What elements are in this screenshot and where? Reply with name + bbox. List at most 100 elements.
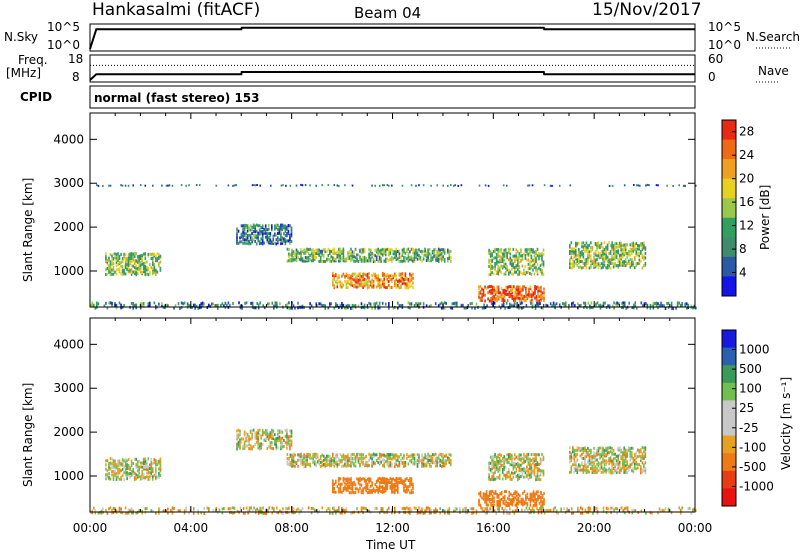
heatmap-cell bbox=[424, 456, 426, 460]
heatmap-cell bbox=[658, 507, 661, 511]
heatmap-cell bbox=[437, 257, 440, 261]
heatmap-cell bbox=[391, 280, 393, 284]
heatmap-cell bbox=[631, 244, 633, 248]
heatmap-cell bbox=[609, 459, 612, 462]
heatmap-cell bbox=[388, 481, 390, 484]
heatmap-cell bbox=[374, 506, 376, 510]
heatmap-cell bbox=[631, 248, 633, 251]
heatmap-cell bbox=[436, 250, 438, 254]
heatmap-cell bbox=[577, 302, 579, 306]
heatmap-cell bbox=[198, 304, 201, 308]
heatmap-cell bbox=[353, 482, 355, 486]
heatmap-cell bbox=[395, 463, 398, 467]
heatmap-cell bbox=[341, 251, 343, 255]
heatmap-cell bbox=[339, 511, 342, 515]
heatmap-cell bbox=[649, 304, 652, 308]
heatmap-cell bbox=[380, 490, 382, 494]
heatmap-cell bbox=[369, 453, 372, 457]
heatmap-cell bbox=[374, 304, 376, 308]
heatmap-cell bbox=[357, 456, 360, 460]
heatmap-cell bbox=[602, 259, 604, 263]
heatmap-cell bbox=[519, 289, 521, 293]
heatmap-cell bbox=[575, 244, 577, 248]
heatmap-cell bbox=[499, 498, 501, 502]
heatmap-cell bbox=[447, 259, 449, 263]
heatmap-cell bbox=[392, 484, 395, 488]
heatmap-cell bbox=[324, 458, 326, 462]
heatmap-cell bbox=[482, 492, 485, 496]
heatmap-cell bbox=[114, 270, 116, 274]
heatmap-cell bbox=[312, 457, 314, 461]
heatmap-cell bbox=[123, 478, 125, 482]
heatmap-cell bbox=[401, 456, 404, 460]
heatmap-cell bbox=[341, 249, 343, 253]
heatmap-cell bbox=[208, 303, 210, 307]
heatmap-cell bbox=[251, 238, 253, 241]
heatmap-cell bbox=[291, 251, 293, 255]
heatmap-cell bbox=[434, 456, 437, 460]
heatmap-cell bbox=[329, 464, 331, 468]
heatmap-cell bbox=[611, 304, 614, 308]
heatmap-cell bbox=[533, 453, 536, 457]
heatmap-cell bbox=[327, 247, 330, 251]
heatmap-cell bbox=[247, 511, 249, 515]
heatmap-cell bbox=[144, 256, 147, 260]
heatmap-cell bbox=[149, 463, 151, 467]
heatmap-cell bbox=[612, 252, 615, 256]
heatmap-cell bbox=[537, 302, 540, 306]
heatmap-cell bbox=[108, 475, 110, 479]
heatmap-cell bbox=[537, 291, 539, 295]
heatmap-cell bbox=[651, 304, 653, 308]
heatmap-cell bbox=[635, 242, 638, 245]
heatmap-cell bbox=[257, 509, 260, 513]
heatmap-cell bbox=[167, 304, 169, 308]
heatmap-cell bbox=[424, 253, 426, 257]
heatmap-cell bbox=[502, 297, 504, 301]
heatmap-cell bbox=[620, 455, 622, 459]
heatmap-cell bbox=[617, 448, 619, 452]
heatmap-cell bbox=[600, 450, 603, 454]
heatmap-cell bbox=[394, 511, 396, 515]
heatmap-cell bbox=[612, 262, 615, 266]
heatmap-cell bbox=[291, 306, 293, 310]
heatmap-cell bbox=[336, 509, 339, 513]
heatmap-cell bbox=[693, 304, 696, 308]
heatmap-cell bbox=[389, 485, 392, 488]
heatmap-cell bbox=[398, 477, 401, 481]
heatmap-cell bbox=[596, 258, 598, 262]
heatmap-cell bbox=[286, 438, 288, 442]
heatmap-cell bbox=[517, 292, 520, 296]
heatmap-cell bbox=[338, 457, 340, 461]
heatmap-cell bbox=[514, 258, 516, 262]
heatmap-cell bbox=[572, 264, 574, 268]
heatmap-cell bbox=[357, 479, 360, 483]
heatmap-cell bbox=[254, 434, 256, 438]
heatmap-cell bbox=[643, 264, 645, 268]
heatmap-cell bbox=[321, 464, 323, 467]
heatmap-cell bbox=[115, 463, 118, 467]
heatmap-cell bbox=[275, 233, 278, 237]
heatmap-cell bbox=[400, 477, 402, 481]
heatmap-cell bbox=[240, 240, 243, 244]
heatmap-cell bbox=[350, 480, 352, 484]
heatmap-cell bbox=[434, 302, 437, 306]
heatmap-cell bbox=[425, 456, 428, 460]
heatmap-cell bbox=[342, 303, 345, 307]
heatmap-cell bbox=[248, 242, 250, 246]
heatmap-cell bbox=[445, 462, 447, 466]
heatmap-cell bbox=[272, 237, 275, 241]
heatmap-cell bbox=[109, 264, 112, 268]
heatmap-cell bbox=[285, 184, 287, 187]
heatmap-cell bbox=[171, 511, 174, 515]
heatmap-cell bbox=[105, 268, 107, 272]
heatmap-cell bbox=[109, 461, 112, 465]
heatmap-cell bbox=[332, 479, 334, 483]
heatmap-cell bbox=[629, 463, 632, 467]
heatmap-cell bbox=[289, 233, 291, 237]
heatmap-cell bbox=[310, 255, 313, 259]
heatmap-cell bbox=[206, 506, 209, 510]
heatmap-cell bbox=[584, 243, 586, 247]
heatmap-cell bbox=[626, 466, 628, 470]
heatmap-cell bbox=[526, 469, 528, 473]
heatmap-cell bbox=[532, 461, 534, 465]
